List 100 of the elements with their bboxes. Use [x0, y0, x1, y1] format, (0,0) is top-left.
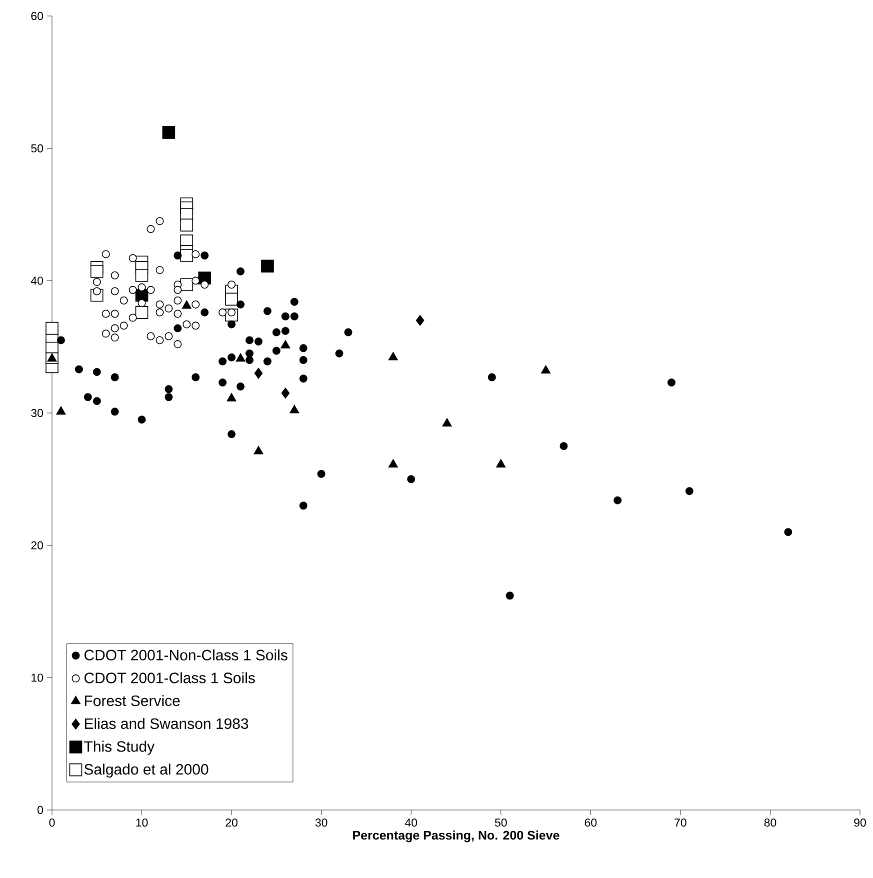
- point: [128, 314, 137, 322]
- point: [272, 328, 280, 336]
- point: [246, 349, 254, 358]
- x-axis-title: Percentage Passing, No. 200 Sieve: [353, 830, 560, 842]
- point: [299, 356, 308, 364]
- x-tick-label: 30: [315, 818, 328, 827]
- point: [228, 320, 236, 328]
- legend-label: Elias and Swanson 1983: [84, 718, 248, 729]
- y-tick-label: 10: [32, 674, 44, 682]
- point: [263, 307, 272, 316]
- point: [228, 280, 236, 289]
- point: [110, 334, 119, 342]
- point: [784, 528, 792, 536]
- point: [272, 346, 280, 355]
- point: [174, 286, 182, 294]
- point: [164, 332, 173, 340]
- point: [281, 312, 290, 320]
- point: [335, 349, 344, 358]
- point: [192, 300, 200, 308]
- point: [102, 310, 110, 318]
- point: [218, 308, 227, 316]
- point: [246, 336, 254, 344]
- point: [200, 308, 209, 316]
- point: [164, 393, 173, 402]
- point: [192, 322, 200, 330]
- point: [192, 250, 200, 258]
- point: [174, 310, 182, 318]
- point: [120, 296, 128, 305]
- point: [102, 250, 110, 258]
- point: [280, 340, 290, 348]
- legend-label: Forest Service: [84, 695, 180, 706]
- point: [90, 264, 104, 278]
- point: [228, 430, 236, 438]
- point: [135, 268, 148, 282]
- point: [236, 382, 245, 391]
- point: [162, 126, 176, 139]
- point: [614, 496, 622, 504]
- point: [263, 357, 272, 366]
- point: [110, 408, 119, 416]
- point: [228, 353, 236, 362]
- point: [84, 393, 92, 402]
- point: [110, 373, 119, 382]
- point: [146, 286, 155, 294]
- point: [74, 365, 83, 374]
- point: [218, 378, 227, 387]
- point: [174, 340, 182, 348]
- point: [110, 287, 119, 296]
- point: [56, 406, 66, 415]
- point: [541, 365, 551, 374]
- point: [92, 287, 101, 296]
- point: [496, 459, 506, 468]
- point: [236, 300, 245, 308]
- point: [388, 352, 398, 360]
- point: [156, 266, 164, 274]
- point: [46, 322, 58, 335]
- point: [164, 385, 173, 394]
- point: [135, 306, 148, 319]
- point: [200, 252, 209, 260]
- point: [299, 374, 308, 383]
- y-tick-label: 30: [31, 408, 44, 418]
- point: [254, 368, 263, 379]
- point: [299, 344, 308, 352]
- x-tick-label: 90: [854, 818, 866, 827]
- point: [667, 378, 676, 387]
- point: [200, 280, 209, 289]
- point: [192, 276, 200, 285]
- x-tick-label: 0: [49, 818, 55, 827]
- point: [416, 314, 424, 326]
- point: [102, 330, 110, 338]
- point: [290, 404, 300, 414]
- point: [685, 487, 694, 496]
- point: [120, 322, 128, 330]
- point: [180, 218, 194, 232]
- point: [228, 308, 236, 316]
- y-tick-label: 20: [31, 541, 44, 550]
- point: [110, 324, 119, 332]
- point: [236, 267, 245, 276]
- point: [92, 397, 101, 406]
- point: [281, 388, 290, 399]
- point: [138, 416, 146, 424]
- x-tick-label: 80: [764, 818, 776, 827]
- point: [225, 292, 238, 306]
- point: [92, 278, 101, 286]
- point: [156, 300, 164, 308]
- y-tick-label: 60: [31, 12, 44, 20]
- point: [218, 357, 227, 366]
- point: [290, 312, 298, 320]
- x-tick-label: 70: [674, 818, 686, 827]
- point: [128, 286, 137, 294]
- point: [92, 368, 101, 376]
- point: [138, 283, 146, 292]
- point: [281, 326, 290, 335]
- point: [174, 324, 182, 332]
- point: [110, 271, 119, 280]
- legend-label: CDOT 2001-Class 1 Soils: [84, 672, 255, 684]
- point: [110, 310, 119, 318]
- point: [442, 418, 452, 426]
- point: [128, 254, 137, 262]
- point: [56, 336, 65, 344]
- y-tick-label: 0: [38, 806, 44, 814]
